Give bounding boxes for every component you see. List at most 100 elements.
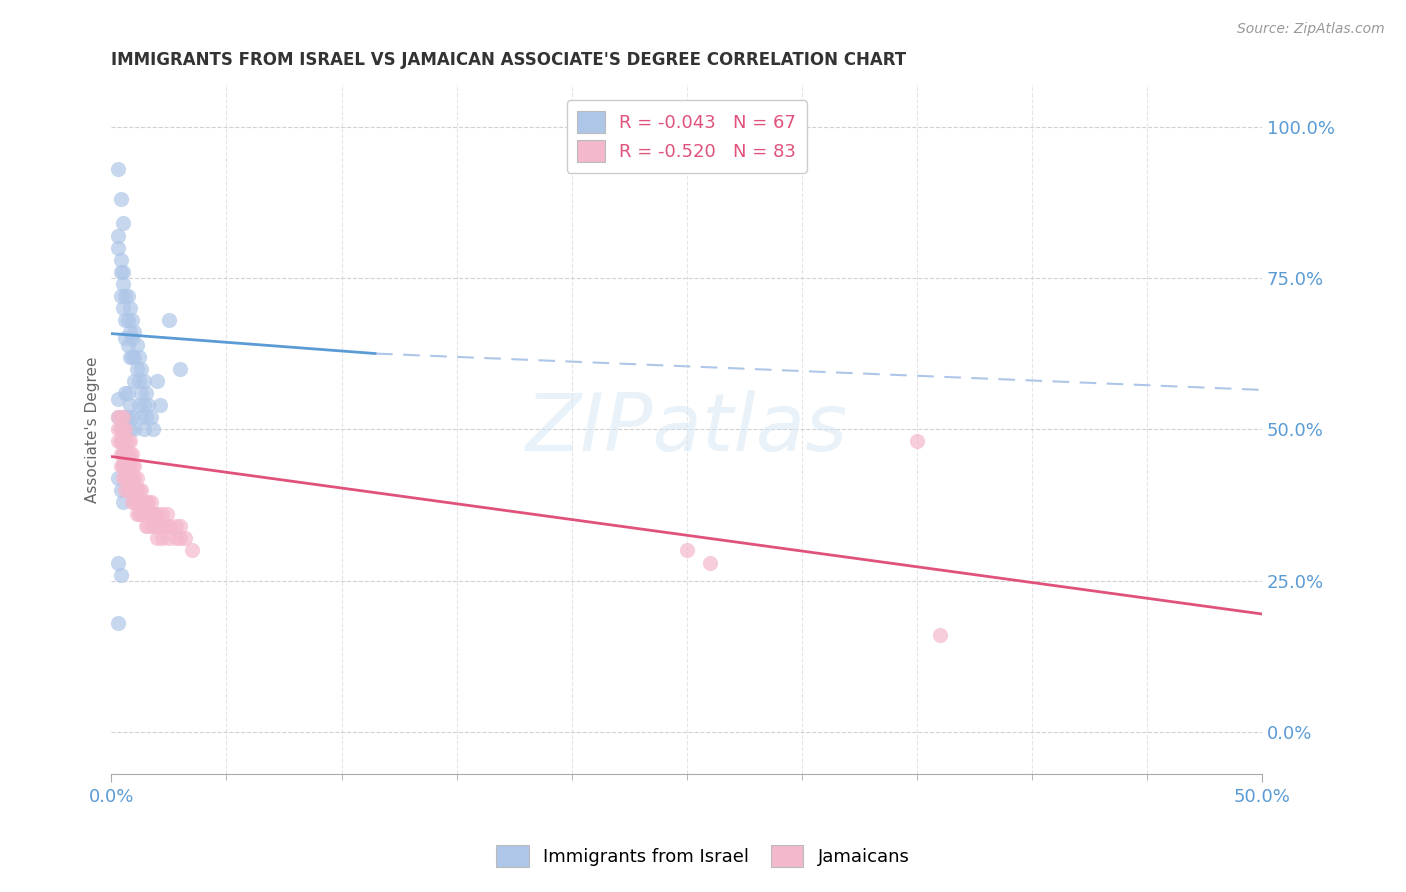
- Point: [118, 398, 141, 412]
- Point: [111, 495, 134, 509]
- Point: [110, 434, 132, 449]
- Point: [131, 361, 153, 376]
- Point: [157, 531, 180, 545]
- Point: [124, 483, 146, 497]
- Point: [110, 458, 132, 473]
- Point: [128, 374, 150, 388]
- Point: [118, 326, 141, 340]
- Point: [121, 471, 143, 485]
- Point: [131, 507, 153, 521]
- Point: [117, 471, 139, 485]
- Point: [131, 386, 153, 401]
- Point: [118, 458, 141, 473]
- Point: [149, 398, 172, 412]
- Point: [139, 495, 162, 509]
- Point: [135, 386, 157, 401]
- Point: [114, 471, 136, 485]
- Point: [124, 422, 146, 436]
- Point: [111, 265, 134, 279]
- Point: [165, 531, 187, 545]
- Point: [117, 410, 139, 425]
- Point: [110, 265, 132, 279]
- Point: [114, 434, 136, 449]
- Point: [121, 410, 143, 425]
- Point: [125, 361, 148, 376]
- Point: [124, 326, 146, 340]
- Point: [117, 289, 139, 303]
- Point: [146, 507, 169, 521]
- Point: [121, 446, 143, 460]
- Point: [111, 446, 134, 460]
- Point: [157, 519, 180, 533]
- Point: [142, 422, 165, 436]
- Point: [110, 422, 132, 436]
- Point: [143, 507, 166, 521]
- Point: [169, 519, 191, 533]
- Point: [146, 374, 169, 388]
- Point: [146, 531, 169, 545]
- Point: [107, 161, 129, 176]
- Point: [136, 398, 159, 412]
- Point: [121, 331, 143, 345]
- Point: [110, 252, 132, 267]
- Point: [136, 495, 159, 509]
- Point: [121, 458, 143, 473]
- Point: [110, 483, 132, 497]
- Legend: Immigrants from Israel, Jamaicans: Immigrants from Israel, Jamaicans: [489, 838, 917, 874]
- Point: [107, 422, 129, 436]
- Point: [114, 289, 136, 303]
- Point: [124, 350, 146, 364]
- Point: [125, 507, 148, 521]
- Point: [114, 434, 136, 449]
- Point: [117, 313, 139, 327]
- Point: [111, 446, 134, 460]
- Point: [131, 410, 153, 425]
- Point: [132, 495, 155, 509]
- Point: [128, 483, 150, 497]
- Point: [111, 434, 134, 449]
- Point: [107, 410, 129, 425]
- Legend: R = -0.043   N = 67, R = -0.520   N = 83: R = -0.043 N = 67, R = -0.520 N = 83: [567, 100, 807, 173]
- Point: [131, 483, 153, 497]
- Point: [111, 277, 134, 291]
- Point: [156, 507, 179, 521]
- Point: [125, 471, 148, 485]
- Point: [110, 434, 132, 449]
- Point: [107, 241, 129, 255]
- Point: [114, 410, 136, 425]
- Point: [118, 483, 141, 497]
- Point: [107, 615, 129, 630]
- Point: [135, 495, 157, 509]
- Y-axis label: Associate's Degree: Associate's Degree: [86, 356, 100, 502]
- Point: [139, 410, 162, 425]
- Point: [181, 543, 204, 558]
- Point: [111, 216, 134, 230]
- Point: [121, 495, 143, 509]
- Point: [118, 471, 141, 485]
- Point: [107, 556, 129, 570]
- Point: [114, 483, 136, 497]
- Point: [132, 422, 155, 436]
- Point: [169, 361, 191, 376]
- Point: [121, 483, 143, 497]
- Point: [114, 458, 136, 473]
- Point: [111, 410, 134, 425]
- Text: ZIPatlas: ZIPatlas: [526, 391, 848, 468]
- Point: [114, 446, 136, 460]
- Point: [132, 507, 155, 521]
- Point: [128, 507, 150, 521]
- Point: [136, 519, 159, 533]
- Point: [124, 458, 146, 473]
- Point: [142, 507, 165, 521]
- Point: [110, 567, 132, 582]
- Point: [150, 519, 173, 533]
- Point: [124, 471, 146, 485]
- Point: [110, 410, 132, 425]
- Point: [146, 519, 169, 533]
- Point: [136, 507, 159, 521]
- Point: [156, 519, 179, 533]
- Point: [150, 531, 173, 545]
- Point: [128, 350, 150, 364]
- Point: [107, 471, 129, 485]
- Point: [114, 386, 136, 401]
